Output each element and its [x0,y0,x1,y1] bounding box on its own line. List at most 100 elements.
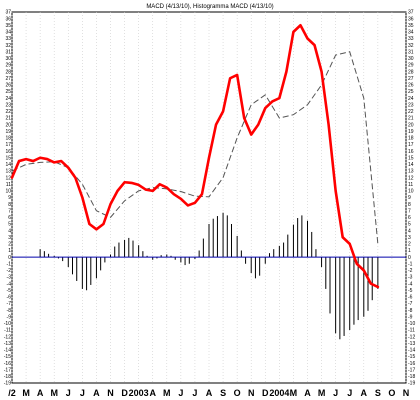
y-tick-label: 29 [408,63,414,69]
y-tick-label: -7 [7,301,12,307]
y-tick-label: 24 [408,96,414,102]
y-tick-label: 36 [5,16,11,22]
x-tick-label: A [149,388,156,398]
y-tick-label: 5 [8,222,11,228]
y-tick-label: -10 [408,321,415,327]
y-tick-label: 11 [6,182,11,188]
y-tick-label: -1 [408,261,413,267]
x-tick-label: N [403,388,410,398]
y-tick-label: 6 [408,215,411,221]
y-tick-label: -19 [408,381,415,387]
y-tick-label: -8 [408,308,413,314]
y-tick-label: 17 [408,142,414,148]
x-tick-label: M [290,388,298,398]
y-tick-label: 28 [5,69,11,75]
y-tick-label: 33 [408,36,414,42]
y-tick-label: 0 [408,255,411,261]
y-tick-label: 16 [5,149,11,155]
y-tick-label: 23 [5,102,11,108]
y-tick-label: 25 [408,89,414,95]
x-tick-label: J [66,388,71,398]
y-tick-label: 17 [5,142,11,148]
y-tick-label: 37 [408,10,414,16]
y-tick-label: 2 [408,242,411,248]
y-tick-label: 26 [408,83,414,89]
y-tick-label: 12 [408,175,414,181]
y-tick-label: 7 [408,208,411,214]
y-tick-label: 32 [5,43,11,49]
y-tick-label: 35 [408,23,414,29]
x-tick-label: D [262,388,269,398]
y-tick-label: 37 [5,10,11,16]
y-tick-label: 1 [8,248,11,254]
y-tick-label: -12 [4,334,11,340]
y-tick-label: -17 [408,367,415,373]
y-tick-label: -3 [408,275,413,281]
y-tick-label: 3 [8,235,11,241]
y-tick-label: -6 [408,295,413,301]
y-tick-label: 25 [5,89,11,95]
y-tick-label: -17 [4,367,11,373]
y-tick-label: -19 [4,381,11,387]
y-tick-label: -2 [7,268,12,274]
y-axis-left: 3736353433323130292827262524232221201918… [4,10,11,387]
x-tick-label: J [192,388,197,398]
y-tick-label: 0 [8,255,11,261]
y-tick-label: -7 [408,301,413,307]
y-tick-label: -5 [408,288,413,294]
y-tick-label: 28 [408,69,414,75]
chart-title: MACD (4/13/10), Histogramma MACD (4/13/1… [146,4,273,10]
y-tick-label: 27 [5,76,11,82]
y-tick-label: -18 [408,374,415,380]
x-tick-label: O [234,388,241,398]
y-tick-label: -10 [4,321,11,327]
x-tick-label: N [248,388,255,398]
y-tick-label: -1 [7,261,12,267]
y-tick-label: 4 [408,228,411,234]
y-tick-label: 1 [408,248,411,254]
y-tick-label: -15 [408,354,415,360]
y-tick-label: 31 [5,49,11,55]
y-tick-label: -2 [408,268,413,274]
y-tick-label: -16 [4,361,11,367]
y-tick-label: 21 [5,116,11,122]
y-tick-label: 14 [408,162,414,168]
y-tick-label: 19 [5,129,11,135]
y-axis-right: 3736353433323130292827262524232221201918… [408,10,415,387]
y-tick-label: 35 [5,23,11,29]
y-tick-label: -14 [4,348,11,354]
y-tick-label: -11 [408,328,415,334]
series-lines [10,23,380,289]
y-tick-label: 15 [408,155,414,161]
x-tick-label: D [121,388,128,398]
y-tick-label: -4 [408,281,413,287]
y-tick-label: -15 [4,354,11,360]
y-tick-label: 31 [408,49,414,55]
y-tick-label: -4 [7,281,12,287]
x-tick-label: A [37,388,44,398]
y-tick-label: 13 [408,169,414,175]
x-tick-label: S [220,388,226,398]
x-tick-label: 2004 [269,388,289,398]
y-tick-label: -13 [4,341,11,347]
y-tick-label: 23 [408,102,414,108]
x-tick-label: O [388,388,395,398]
grid-lines [11,12,407,383]
x-tick-label: M [50,388,58,398]
y-tick-label: -3 [7,275,12,281]
y-tick-label: 33 [5,36,11,42]
y-tick-label: 20 [408,122,414,128]
x-tick-label: J [333,388,338,398]
y-tick-label: 16 [408,149,414,155]
y-tick-label: 12 [5,175,11,181]
x-tick-label: 2003 [129,388,149,398]
y-tick-label: -12 [408,334,415,340]
y-tick-label: -16 [408,361,415,367]
histogram [39,212,379,340]
y-tick-label: 14 [5,162,11,168]
x-tick-label: M [22,388,30,398]
y-tick-label: 29 [5,63,11,69]
x-tick-label: J [347,388,352,398]
x-tick-label: M [163,388,171,398]
